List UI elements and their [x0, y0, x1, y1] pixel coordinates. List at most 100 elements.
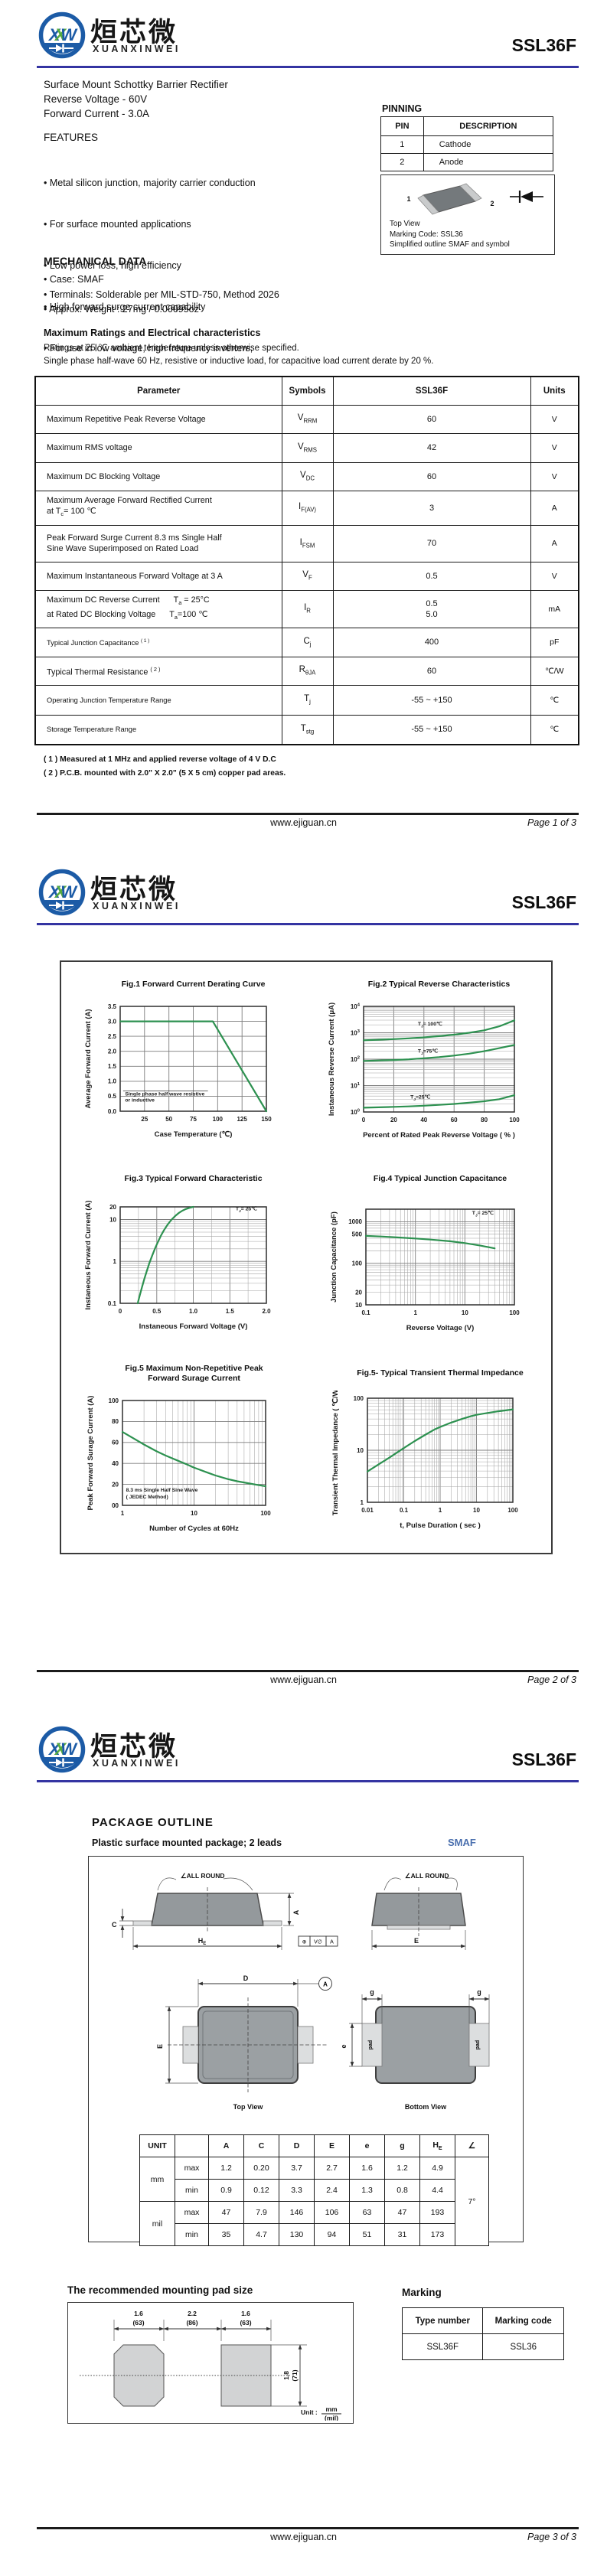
svg-text:40: 40 [420, 1117, 427, 1123]
svg-text:10: 10 [355, 1302, 362, 1309]
svg-text:20: 20 [355, 1289, 362, 1296]
logo-diode-icon [49, 1758, 73, 1767]
ratings-unit: A [530, 490, 579, 526]
ratings-row: Maximum Average Forward Rectified Curren… [34, 490, 579, 526]
svg-text:101: 101 [351, 1082, 361, 1090]
ratings-row: Storage Temperature Range Tstg -55 ~ +150 ℃ [34, 714, 579, 745]
ratings-parameter: Typical Junction Capacitance ( 1 ) [34, 627, 282, 657]
ratings-column-header: Symbols [281, 376, 334, 406]
fig1-title: Fig.1 Forward Current Derating Curve [121, 980, 266, 989]
ratings-row: Maximum DC Blocking Voltage VDC 60 V [34, 461, 579, 491]
logo-diode-icon [49, 901, 73, 910]
logo-latin-name: XUANXINWEI [93, 901, 181, 911]
intro-line: Forward Current - 3.0A [44, 108, 150, 119]
ratings-value: 0.5 5.0 [332, 589, 531, 628]
ratings-parameter: Maximum Instantaneous Forward Voltage at… [34, 561, 282, 591]
dim-row: mm max 1.2 0.20 3.7 2.7 1.6 1.2 4.9 7° [139, 2157, 489, 2246]
dim-value: 1.2 [384, 2157, 420, 2180]
ratings-subnote: Single phase half-wave 60 Hz, resistive … [44, 357, 434, 366]
ratings-value: 60 [332, 404, 531, 434]
svg-text:2.5: 2.5 [108, 1033, 117, 1040]
logo-diode-icon [49, 44, 73, 53]
svg-text:Peak Forward Surage Current (A: Peak Forward Surage Current (A) [86, 1396, 95, 1511]
fig2-title: Fig.2 Typical Reverse Characteristics [367, 980, 511, 989]
ratings-unit: V [530, 461, 579, 491]
svg-text:60: 60 [451, 1117, 458, 1123]
dim-value: 7.9 [243, 2201, 279, 2224]
dim-value: 1.3 [349, 2179, 385, 2202]
dim-minmax: max [175, 2201, 209, 2224]
ratings-row: Maximum Instantaneous Forward Voltage at… [34, 561, 579, 591]
dim-row: mil max 47 7.9 146 106 63 47 193 [139, 2201, 489, 2246]
dim-column-header: e [349, 2134, 385, 2157]
side-view-left: ∠ALL ROUND C A [112, 1872, 338, 1950]
ratings-value: -55 ~ +150 [332, 684, 531, 716]
intro-line: Surface Mount Schottky Barrier Rectifier [44, 79, 228, 90]
ratings-parameter: Maximum Repetitive Peak Reverse Voltage [34, 404, 282, 434]
fig2-series-TJ=75C [362, 1044, 516, 1062]
dim-column-header: D [279, 2134, 315, 2157]
mechanical-item: • Approx. Weight : 27mg / 0.00095oz [44, 304, 199, 315]
feature-item: • For surface mounted applications [44, 219, 191, 230]
svg-text:TJ=75℃: TJ=75℃ [418, 1048, 438, 1057]
footer-rule [37, 1670, 579, 1672]
package-outline-drawing: ∠ALL ROUND C A [112, 1872, 490, 2111]
svg-text:100: 100 [109, 1397, 119, 1404]
ratings-column-header: Parameter [34, 376, 282, 406]
pad-dim-mm: 2.2 [188, 2310, 197, 2317]
footnote: ( 2 ) P.C.B. mounted with 2.0" X 2.0" (5… [44, 768, 286, 778]
svg-text:60: 60 [112, 1440, 119, 1446]
logo-latin-name: XUANXINWEI [93, 1758, 181, 1769]
table-row: SSL36F SSL36 [401, 2333, 564, 2360]
footer-url: www.ejiguan.cn [270, 1674, 337, 1685]
ratings-row: Maximum Repetitive Peak Reverse Voltage V… [34, 404, 579, 434]
svg-text:Average Forward Current (A): Average Forward Current (A) [84, 1009, 93, 1108]
fig4-series-junction-capacitance [364, 1234, 496, 1250]
fig5-chart: 1 10 100 00 20 40 60 80 100 Number of Cycles at 6… [86, 1396, 271, 1533]
fig1-chart: 25 50 75 100 125 150 0.0 0.5 1.0 1.5 2.0 2.5 3.0 3.5 C… [84, 1003, 272, 1139]
datum-frame: ⊕ V∅ A [298, 1935, 338, 1947]
footer-rule [37, 2527, 579, 2529]
marking-code: SSL36 [482, 2333, 564, 2360]
logo-slot: XXW [38, 1726, 86, 1776]
dim-row: min 0.9 0.12 3.3 2.4 1.3 0.8 4.4 [140, 2179, 489, 2202]
fig2-series-TJ=100C [362, 1019, 516, 1042]
svg-text:100: 100 [507, 1507, 518, 1514]
dim-value: 2.7 [314, 2157, 350, 2180]
package-outline-heading: PACKAGE OUTLINE [92, 1816, 214, 1829]
svg-text:1: 1 [121, 1510, 125, 1517]
dim-E-label: E [156, 2044, 164, 2049]
caption-line: Top View [390, 220, 420, 228]
part-number: SSL36F [511, 1749, 576, 1769]
ratings-unit: V [530, 404, 579, 434]
xuanxinwei-logo-icon: XXW [38, 869, 86, 916]
top-view-caption: Top View [233, 2103, 264, 2111]
dim-value: 3.7 [279, 2157, 315, 2180]
svg-text:20: 20 [390, 1117, 397, 1123]
svg-text:Instaneous Forward Current (A: Instaneous Forward Current (A) [84, 1200, 93, 1309]
features-heading: FEATURES [44, 132, 99, 143]
mechanical-data-heading: MECHANICAL DATA [44, 255, 147, 267]
svg-text:100: 100 [509, 1117, 520, 1123]
pad-dim-mil: (63) [240, 2319, 251, 2327]
ratings-value: 400 [332, 627, 531, 657]
dim-column-header: UNIT [139, 2134, 175, 2157]
ratings-subnote: Ratings at 25 ℃ ambient temperature unle… [44, 344, 299, 353]
part-number: SSL36F [511, 892, 576, 912]
svg-text:0: 0 [119, 1308, 122, 1315]
svg-text:25: 25 [141, 1116, 148, 1123]
pin1-label: 1 [406, 195, 410, 203]
pad-dim-mil: (86) [186, 2319, 197, 2327]
charts-frame [60, 960, 553, 1554]
footer-r le [37, 813, 579, 815]
ratings-symbol: RθJA [281, 656, 334, 686]
pad-dim-mm: 1.6 [241, 2310, 250, 2317]
pin2-label: 2 [490, 200, 494, 207]
fig4-title: Fig.4 Typical Junction Capacitance [373, 1174, 507, 1183]
ratings-row: Operating Junction Temperature Range Tj -5… [34, 684, 579, 716]
svg-text:1: 1 [439, 1507, 442, 1514]
dim-value: 193 [419, 2201, 455, 2224]
footer-page-number: Page 1 of 3 [527, 817, 576, 828]
footer-page-number: Page 3 of 3 [527, 2532, 576, 2542]
